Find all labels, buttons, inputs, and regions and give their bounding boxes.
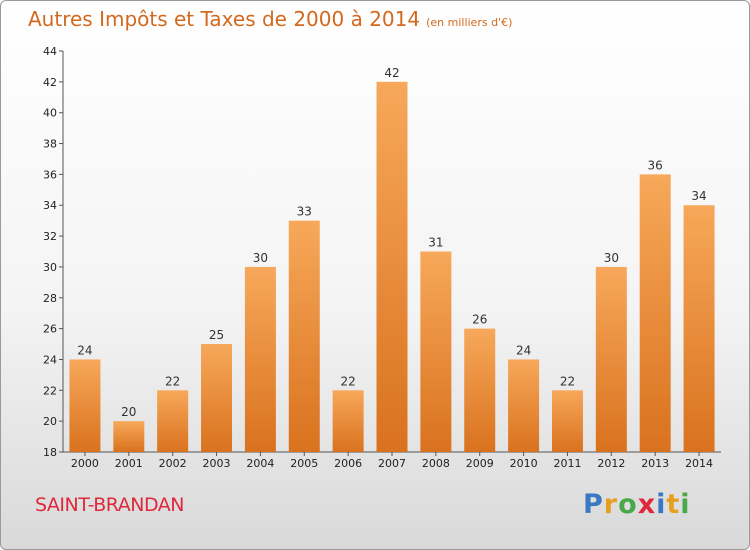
chart-unit: (en milliers d'€) bbox=[426, 16, 513, 29]
x-tick-label-2007: 2007 bbox=[378, 457, 406, 470]
data-label-2012: 30 bbox=[604, 251, 619, 265]
y-tick-label: 28 bbox=[43, 292, 57, 305]
y-tick-label: 18 bbox=[43, 446, 57, 459]
data-label-2013: 36 bbox=[648, 158, 663, 172]
data-label-2005: 33 bbox=[297, 205, 312, 219]
chart-title-text: Autres Impôts et Taxes de 2000 à 2014 bbox=[28, 7, 421, 31]
bar-2002 bbox=[157, 390, 189, 452]
y-tick-label: 34 bbox=[43, 199, 57, 212]
data-label-2003: 25 bbox=[209, 328, 224, 342]
bar-2005 bbox=[288, 220, 320, 452]
x-tick-label-2001: 2001 bbox=[115, 457, 143, 470]
data-label-2008: 31 bbox=[428, 236, 443, 250]
y-tick-label: 22 bbox=[43, 384, 57, 397]
data-label-2000: 24 bbox=[77, 343, 92, 357]
x-tick-label-2004: 2004 bbox=[246, 457, 274, 470]
y-tick-label: 20 bbox=[43, 415, 57, 428]
data-label-2002: 22 bbox=[165, 374, 180, 388]
y-tick-label: 40 bbox=[43, 107, 57, 120]
data-label-2011: 22 bbox=[560, 374, 575, 388]
bar-2004 bbox=[244, 266, 276, 452]
proxiti-logo: Proxiti bbox=[583, 489, 691, 520]
y-tick-label: 26 bbox=[43, 323, 57, 336]
y-tick-label: 32 bbox=[43, 230, 57, 243]
data-label-2014: 34 bbox=[691, 189, 706, 203]
x-tick-label-2012: 2012 bbox=[597, 457, 625, 470]
chart-title: Autres Impôts et Taxes de 2000 à 2014 (en… bbox=[28, 7, 512, 31]
bar-2012 bbox=[595, 266, 627, 452]
x-tick-label-2002: 2002 bbox=[159, 457, 187, 470]
bar-2014 bbox=[683, 205, 715, 452]
x-tick-label-2014: 2014 bbox=[685, 457, 713, 470]
y-tick-label: 24 bbox=[43, 353, 57, 366]
bar-2011 bbox=[551, 390, 583, 452]
x-tick-label-2011: 2011 bbox=[553, 457, 581, 470]
bar-2006 bbox=[332, 390, 364, 452]
bar-2010 bbox=[508, 359, 540, 452]
commune-name: SAINT-BRANDAN bbox=[35, 494, 184, 516]
data-label-2007: 42 bbox=[384, 66, 399, 80]
data-label-2006: 22 bbox=[340, 374, 355, 388]
y-tick-label: 42 bbox=[43, 76, 57, 89]
bar-2000 bbox=[69, 359, 101, 452]
y-tick-label: 44 bbox=[43, 45, 57, 58]
data-label-2004: 30 bbox=[253, 251, 268, 265]
bar-2013 bbox=[639, 174, 671, 452]
bar-2008 bbox=[420, 251, 452, 452]
data-label-2009: 26 bbox=[472, 313, 487, 327]
bar-2001 bbox=[113, 421, 145, 452]
bar-2007 bbox=[376, 81, 408, 452]
bar-2009 bbox=[464, 328, 496, 452]
x-tick-label-2003: 2003 bbox=[203, 457, 231, 470]
y-tick-label: 36 bbox=[43, 168, 57, 181]
x-tick-label-2013: 2013 bbox=[641, 457, 669, 470]
x-tick-label-2005: 2005 bbox=[290, 457, 318, 470]
x-tick-label-2009: 2009 bbox=[466, 457, 494, 470]
x-tick-label-2010: 2010 bbox=[510, 457, 538, 470]
y-tick-label: 38 bbox=[43, 138, 57, 151]
bar-2003 bbox=[201, 344, 233, 452]
data-label-2010: 24 bbox=[516, 343, 531, 357]
x-tick-label-2006: 2006 bbox=[334, 457, 362, 470]
data-label-2001: 20 bbox=[121, 405, 136, 419]
x-tick-label-2000: 2000 bbox=[71, 457, 99, 470]
y-tick-label: 30 bbox=[43, 261, 57, 274]
x-tick-label-2008: 2008 bbox=[422, 457, 450, 470]
